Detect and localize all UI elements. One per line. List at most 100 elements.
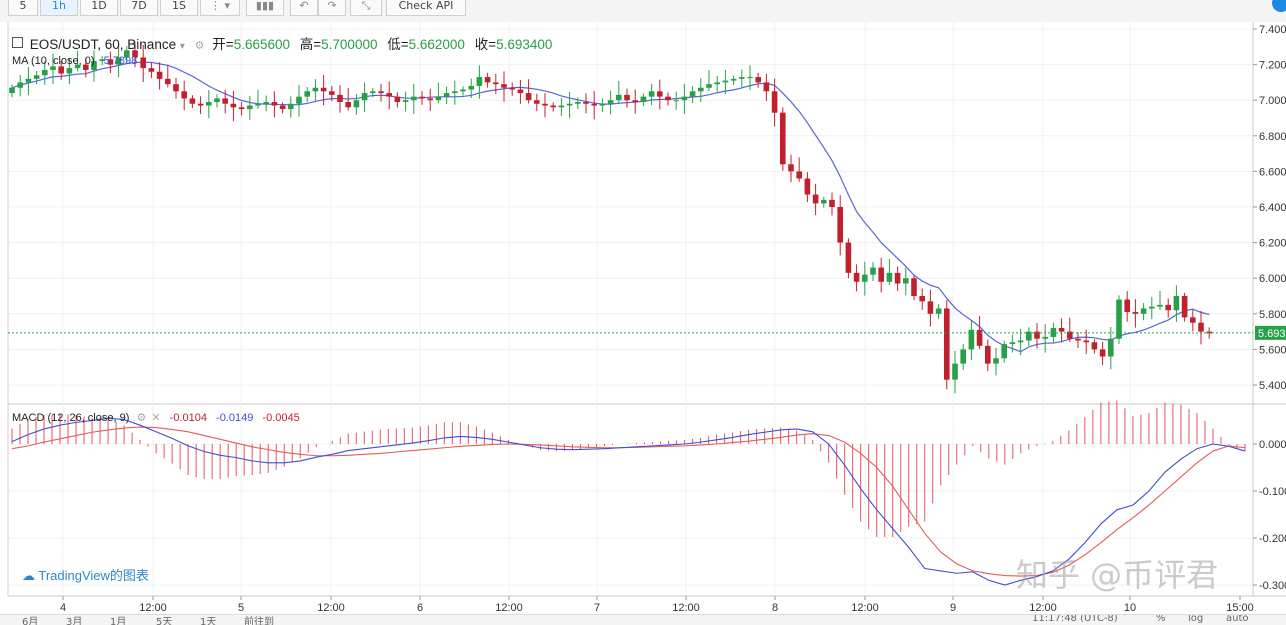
macd-polyline: [11, 417, 1246, 586]
candle-body: [1198, 322, 1204, 332]
price-tick-label: 7.200: [1259, 60, 1286, 72]
macd-tick-label: -0.1000: [1259, 486, 1286, 498]
macd-tick-label: -0.3000: [1259, 580, 1286, 592]
settings-icon[interactable]: ⚙: [194, 40, 205, 52]
macd-signal-value: -0.0045: [262, 412, 300, 424]
price-chart[interactable]: 7.400 7.200 7.000 6.800 6.600 6.400 6.200 6.000…: [0, 22, 1286, 614]
time-tick-label: 5: [238, 602, 244, 614]
candle-body: [140, 57, 146, 69]
time-tick-label: 12:00: [139, 602, 167, 614]
candle-body: [271, 101, 278, 106]
range-5d[interactable]: 5天: [156, 617, 173, 625]
candle-body: [1083, 340, 1089, 343]
candle-body: [345, 101, 351, 108]
candle-body: [17, 82, 23, 88]
top-toolbar: 5 1h 1D 7D 1S ⋮ ▾ ▮▮▮ ↶ ↷ ⤡ Check API: [0, 0, 1286, 23]
chevron-down-icon[interactable]: ▾: [179, 41, 185, 52]
candle-body: [575, 101, 581, 104]
redo-icon: ↷: [327, 0, 337, 12]
price-tick-label: 6.200: [1259, 238, 1286, 250]
tradingview-branding[interactable]: ☁ TradingView的图表: [22, 565, 149, 584]
interval-1h-button[interactable]: 1h: [40, 0, 78, 16]
candle-body: [935, 308, 942, 314]
candle-body: [320, 87, 327, 92]
candle-body: [329, 91, 335, 95]
macd-close-icon[interactable]: ✕: [151, 412, 161, 424]
macd-histogram: [11, 400, 1246, 538]
tradingview-label: TradingView的图表: [38, 568, 149, 583]
candle-body: [66, 68, 73, 74]
candle-body: [599, 103, 606, 106]
goto-date[interactable]: 前往到: [244, 617, 274, 625]
candle-body: [607, 100, 614, 104]
range-3m[interactable]: 3月: [66, 617, 83, 625]
candle-body: [402, 100, 409, 102]
macd-tick-label: -0.2000: [1259, 533, 1286, 545]
candle-body: [1099, 349, 1106, 357]
candle-body: [550, 105, 556, 108]
candle-body: [853, 272, 860, 282]
candle-body: [419, 96, 425, 99]
time-tick-label: 8: [772, 602, 778, 614]
time-tick-label: 15:00: [1226, 602, 1254, 614]
ma-label: MA (10, close, 0): [12, 55, 95, 67]
candle-body: [156, 71, 163, 79]
candle-body: [927, 301, 934, 314]
candle-body: [747, 77, 753, 79]
high-value: 5.700000: [321, 37, 378, 52]
menu-icon[interactable]: [1272, 0, 1286, 12]
range-6m[interactable]: 6月: [22, 617, 39, 625]
candle-body: [370, 91, 376, 94]
more-intervals-button[interactable]: ⋮ ▾: [200, 0, 240, 16]
low-label: 低=: [387, 37, 409, 52]
macd-hist-value: -0.0104: [169, 412, 207, 424]
redo-button[interactable]: ↷: [318, 0, 346, 16]
check-api-button[interactable]: Check API: [386, 0, 466, 16]
auto-toggle[interactable]: auto: [1226, 614, 1249, 624]
price-tick-label: 7.400: [1259, 24, 1286, 36]
undo-button[interactable]: ↶: [290, 0, 318, 16]
log-toggle[interactable]: log: [1188, 614, 1204, 624]
candle-body: [1165, 304, 1171, 311]
time-tick-label: 4: [60, 602, 66, 614]
candle-body: [788, 164, 794, 172]
candle-body: [657, 91, 663, 97]
fullscreen-button[interactable]: ⤡: [350, 0, 382, 16]
time-tick-label: 6: [417, 602, 423, 614]
candle-body: [279, 105, 286, 110]
time-tick-label: 12:00: [317, 602, 345, 614]
candle-body: [427, 98, 433, 101]
range-1m[interactable]: 1月: [110, 617, 127, 625]
candle-body: [124, 50, 130, 58]
candle-body: [1140, 308, 1147, 314]
time-tick-label: 12:00: [495, 602, 523, 614]
candle-body: [714, 82, 720, 85]
candle-body: [821, 199, 827, 204]
candle-body: [206, 101, 212, 106]
candle-body: [681, 96, 688, 101]
candle-body: [730, 78, 737, 81]
candle-body: [542, 103, 548, 106]
candle-body: [517, 89, 524, 94]
collapse-icon[interactable]: [12, 37, 23, 48]
candle-body: [583, 101, 589, 104]
macd-settings-icon[interactable]: ⚙: [136, 412, 147, 424]
range-1d[interactable]: 1天: [200, 617, 217, 625]
interval-5-button[interactable]: 5: [8, 0, 38, 16]
interval-1s-button[interactable]: 1S: [160, 0, 198, 16]
candle-body: [9, 87, 15, 94]
candle-body: [1009, 342, 1016, 345]
candle-body: [230, 103, 237, 108]
interval-7d-button[interactable]: 7D: [120, 0, 158, 16]
candle-body: [263, 101, 269, 104]
candle-body: [1157, 304, 1163, 307]
macd-lines: [11, 417, 1246, 586]
chart-style-button[interactable]: ▮▮▮: [246, 0, 284, 16]
candle-body: [616, 94, 622, 101]
interval-1d-button[interactable]: 1D: [80, 0, 118, 16]
ma-legend: MA (10, close, 0) 5.7898: [12, 55, 137, 67]
candle-body: [673, 100, 679, 102]
candle-body: [698, 87, 704, 92]
tradingview-cloud-icon: ☁: [22, 568, 35, 583]
percent-toggle[interactable]: %: [1156, 614, 1166, 624]
